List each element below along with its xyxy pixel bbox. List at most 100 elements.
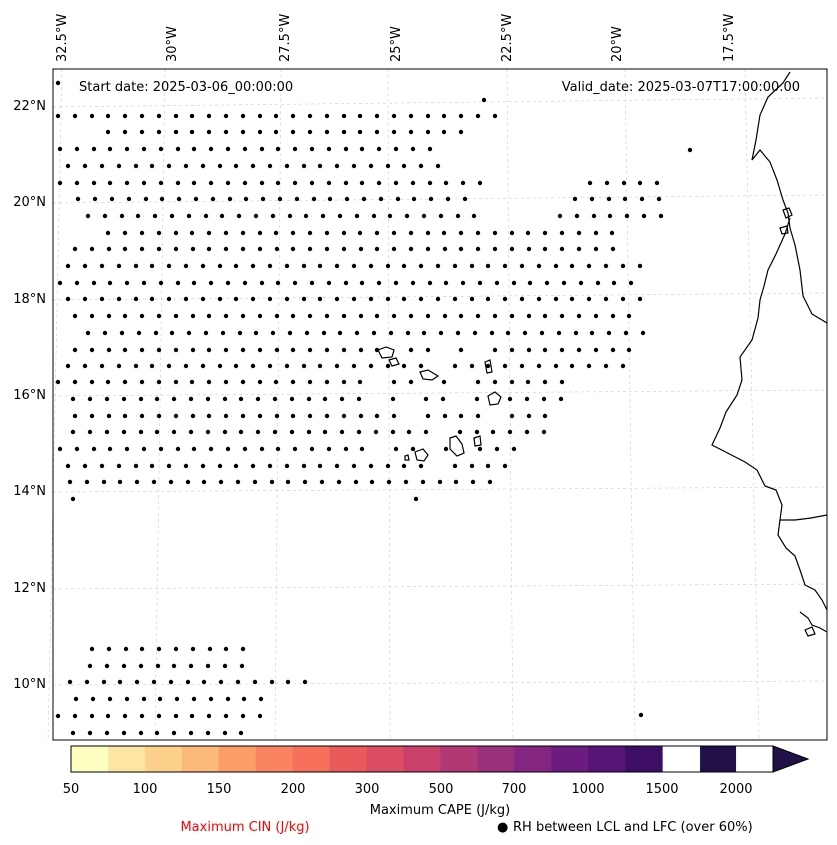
rh-marker [57,146,63,152]
rh-marker [233,463,239,469]
rh-marker [185,679,191,685]
rh-marker [526,313,532,319]
rh-marker [626,313,632,319]
rh-marker [117,679,123,685]
rh-marker [136,330,142,336]
rh-marker [292,180,298,186]
rh-marker [159,196,165,202]
rh-marker [166,463,172,469]
rh-marker [124,446,130,452]
rh-marker [173,246,179,252]
rh-marker [255,396,261,402]
rh-marker [267,463,273,469]
rh-marker [190,347,196,353]
rh-marker [104,663,110,669]
colorbar-tick: 700 [502,782,527,797]
rh-marker [610,347,616,353]
rh-marker [301,296,307,302]
rh-marker [70,496,76,502]
rh-marker [122,713,128,719]
colorbar-tick: 300 [355,782,380,797]
rh-marker [287,330,293,336]
rh-marker [139,413,145,419]
rh-marker [99,296,105,302]
rh-marker [485,463,491,469]
rh-marker [408,113,414,119]
rh-marker [119,213,125,219]
rh-marker [376,280,382,286]
rh-marker [401,296,407,302]
rh-marker [418,363,424,369]
rh-marker [525,230,531,236]
rh-marker [206,113,212,119]
rh-marker [225,280,231,286]
colorbar-title: Maximum CAPE (J/kg) [370,803,510,818]
rh-marker [201,479,207,485]
rh-marker [475,230,481,236]
rh-marker [168,479,174,485]
rh-marker [519,263,525,269]
rh-marker [139,379,145,385]
rh-marker [154,396,160,402]
rh-marker [492,379,498,385]
rh-marker [358,413,364,419]
rh-marker [425,347,431,353]
rh-marker [374,313,380,319]
rh-marker [287,213,293,219]
rh-marker [240,379,246,385]
rh-marker [374,113,380,119]
rh-marker [139,246,145,252]
rh-marker [334,163,340,169]
rh-marker [257,230,263,236]
rh-marker [124,180,130,186]
rh-marker [385,263,391,269]
rh-marker [205,396,211,402]
rh-marker [477,180,483,186]
rh-marker [168,679,174,685]
rh-marker [343,280,349,286]
colorbar-tick: 50 [63,782,80,797]
colorbar-cell [440,746,478,772]
rh-marker [206,230,212,236]
rh-marker [253,213,259,219]
rh-marker [72,379,78,385]
rh-marker [154,730,160,736]
rh-marker [274,313,280,319]
rh-marker [371,330,377,336]
rh-marker [324,347,330,353]
rh-marker [306,396,312,402]
rh-marker [391,313,397,319]
rh-marker [121,663,127,669]
rh-marker [542,347,548,353]
rh-marker [188,396,194,402]
colorbar-cell [477,746,515,772]
rh-marker [609,230,615,236]
rh-marker [502,463,508,469]
rh-marker [206,413,212,419]
rh-marker [107,146,113,152]
rh-marker [553,363,559,369]
rh-marker [485,296,491,302]
rh-marker [124,280,130,286]
rh-marker [475,246,481,252]
colorbar-cell [514,746,552,772]
rh-marker [273,113,279,119]
rh-marker [290,313,296,319]
rh-marker [200,363,206,369]
rh-marker [242,280,248,286]
rh-marker [374,246,380,252]
rh-marker [544,280,550,286]
rh-marker [72,313,78,319]
rh-marker [408,246,414,252]
rh-marker [307,246,313,252]
rh-marker [559,379,565,385]
rh-marker [156,713,162,719]
rh-marker [290,129,296,135]
rh-marker [492,230,498,236]
rh-marker [418,296,424,302]
rh-marker [105,230,111,236]
rh-marker [175,180,181,186]
rh-marker [391,379,397,385]
rh-marker [149,363,155,369]
rh-marker [524,429,530,435]
